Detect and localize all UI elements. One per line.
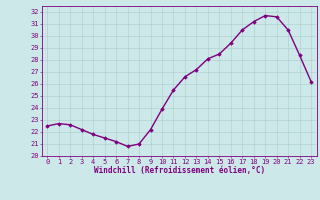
X-axis label: Windchill (Refroidissement éolien,°C): Windchill (Refroidissement éolien,°C) bbox=[94, 166, 265, 175]
